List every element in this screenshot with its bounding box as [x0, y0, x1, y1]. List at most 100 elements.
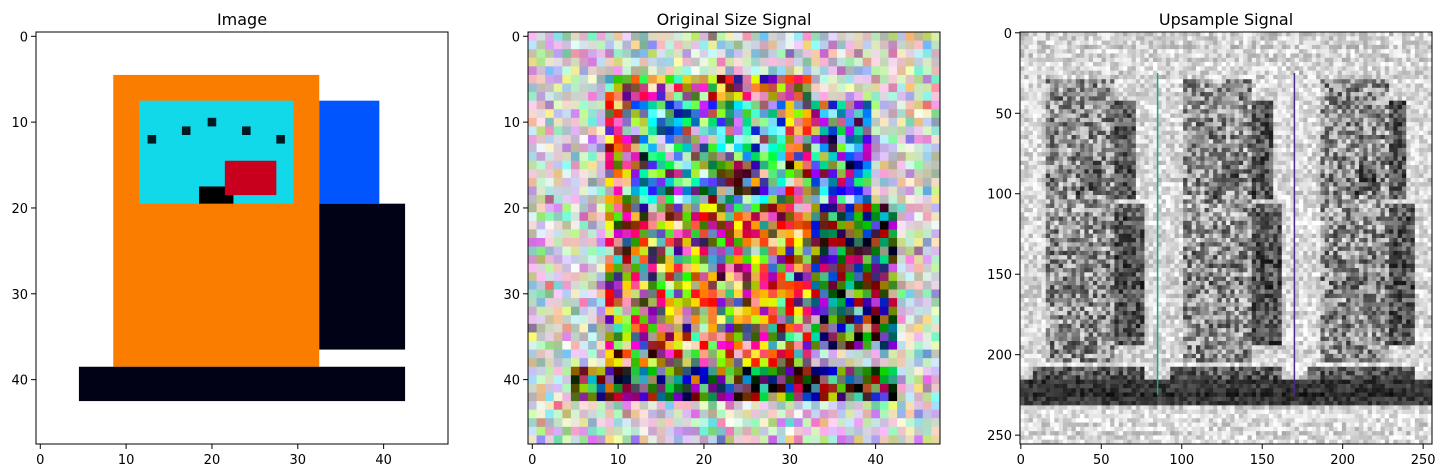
signal-cell: [828, 135, 838, 144]
signal-cell: [1037, 44, 1042, 50]
signal-cell: [1135, 104, 1141, 110]
signal-cell: [1157, 70, 1162, 76]
signal-cell: [691, 143, 701, 153]
signal-cell: [1363, 117, 1368, 123]
signal-cell: [1204, 44, 1210, 50]
signal-cell: [665, 263, 675, 273]
signal-cell: [734, 109, 743, 119]
signal-cell: [768, 177, 778, 187]
signal-cell: [759, 135, 769, 144]
signal-cell: [673, 298, 683, 308]
signal-cell: [1329, 74, 1334, 80]
signal-cell: [1230, 32, 1235, 37]
signal-cell: [691, 332, 701, 342]
signal-cell: [905, 418, 915, 428]
signal-cell: [1187, 79, 1192, 84]
signal-cell: [1406, 70, 1411, 76]
signal-cell: [1024, 44, 1029, 50]
signal-cell: [1406, 36, 1411, 41]
signal-cell: [1135, 96, 1141, 101]
signal-cell: [776, 349, 786, 359]
signal-cell: [1170, 117, 1175, 123]
signal-cell: [1303, 62, 1308, 67]
signal-cell: [897, 332, 907, 342]
signal-cell: [1221, 139, 1227, 144]
signal-cell: [682, 246, 692, 256]
signal-cell: [1028, 126, 1034, 132]
signal-cell: [1337, 49, 1343, 54]
signal-cell: [716, 135, 726, 144]
signal-cell: [1157, 40, 1162, 46]
signal-cell: [622, 255, 632, 265]
signal-cell: [1286, 92, 1291, 97]
signal-cell: [691, 203, 701, 213]
signal-cell: [1333, 109, 1338, 114]
signal-cell: [613, 229, 623, 239]
signal-cell: [768, 306, 778, 316]
signal-cell: [596, 212, 606, 222]
signal-cell: [759, 298, 769, 308]
signal-cell: [631, 255, 640, 265]
signal-cell: [1204, 49, 1210, 54]
signal-cell: [1067, 147, 1072, 153]
signal-cell: [802, 74, 812, 84]
signal-cell: [716, 255, 726, 265]
signal-cell: [1024, 135, 1029, 140]
signal-cell: [759, 126, 769, 136]
signal-cell: [1140, 130, 1145, 136]
signal-cell: [1170, 49, 1175, 54]
signal-cell: [1032, 109, 1038, 114]
signal-cell: [871, 409, 881, 419]
signal-cell: [734, 418, 743, 428]
signal-cell: [1045, 87, 1051, 93]
signal-cell: [605, 32, 615, 41]
signal-cell: [1191, 79, 1197, 84]
signal-cell: [1264, 66, 1270, 71]
signal-cell: [862, 298, 872, 308]
signal-cell: [1414, 62, 1420, 67]
signal-cell: [1277, 62, 1283, 67]
signal-cell: [1187, 96, 1192, 101]
signal-cell: [922, 272, 932, 282]
signal-cell: [1187, 122, 1192, 127]
signal-cell: [785, 409, 795, 419]
signal-cell: [785, 255, 795, 265]
signal-cell: [553, 169, 563, 179]
signal-cell: [596, 366, 606, 376]
signal-cell: [1221, 79, 1227, 84]
signal-cell: [811, 66, 821, 76]
signal-cell: [828, 426, 838, 436]
signal-cell: [1097, 40, 1102, 46]
signal-cell: [725, 100, 735, 110]
signal-cell: [622, 212, 632, 222]
signal-cell: [1178, 117, 1184, 123]
signal-cell: [553, 212, 563, 222]
signal-cell: [1217, 96, 1223, 101]
signal-cell: [1376, 62, 1381, 67]
signal-cell: [1110, 147, 1115, 153]
signal-cell: [1148, 139, 1154, 144]
signal-cell: [905, 74, 915, 84]
signal-cell: [570, 229, 580, 239]
signal-cell: [1041, 83, 1047, 89]
signal-cell: [1346, 57, 1351, 63]
signal-cell: [811, 366, 821, 376]
signal-cell: [1041, 70, 1047, 76]
signal-cell: [708, 126, 718, 136]
signal-cell: [588, 212, 598, 222]
signal-cell: [751, 323, 761, 333]
signal-cell: [656, 341, 666, 350]
signal-cell: [759, 426, 769, 436]
signal-cell: [1165, 104, 1171, 110]
signal-cell: [1157, 44, 1162, 50]
signal-cell: [1200, 62, 1205, 67]
x-tick-label: 20: [204, 453, 221, 468]
signal-cell: [1380, 117, 1386, 123]
signal-cell: [1333, 49, 1338, 54]
signal-cell: [716, 272, 726, 282]
signal-cell: [682, 358, 692, 368]
signal-cell: [1307, 139, 1313, 144]
signal-cell: [811, 375, 821, 385]
signal-cell: [871, 298, 881, 308]
signal-cell: [802, 401, 812, 411]
